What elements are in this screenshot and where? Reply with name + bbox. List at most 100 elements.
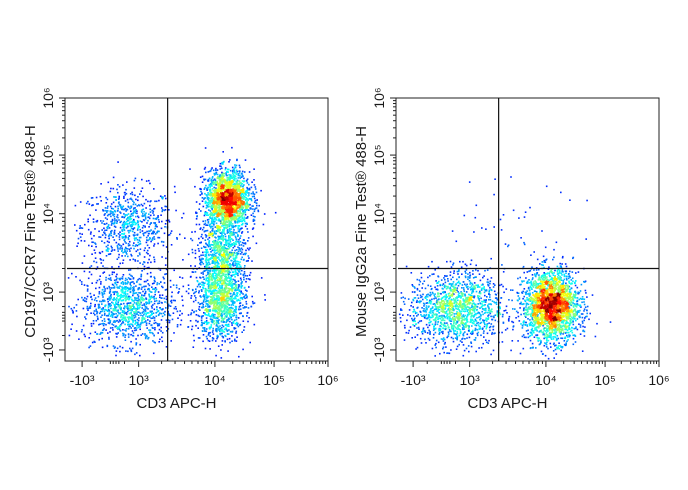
event-dot	[165, 205, 168, 208]
event-dot	[131, 286, 134, 289]
event-dot	[89, 233, 92, 235]
event-dot	[218, 196, 220, 199]
event-dot	[204, 290, 207, 292]
event-dot	[108, 304, 111, 307]
event-dot	[120, 220, 122, 223]
event-dot	[248, 183, 250, 186]
event-dot	[209, 192, 211, 195]
event-dot	[224, 257, 226, 260]
event-dot	[153, 243, 156, 245]
event-dot	[131, 220, 134, 222]
event-dot	[222, 273, 225, 275]
event-dot	[213, 172, 216, 175]
event-dot	[234, 279, 236, 282]
event-dot	[214, 195, 216, 198]
event-dot	[136, 234, 139, 236]
event-dot	[86, 290, 89, 292]
event-dot	[228, 223, 230, 225]
event-dot	[217, 219, 220, 222]
event-dot	[125, 288, 128, 290]
event-dot	[235, 193, 237, 195]
event-dot	[217, 345, 220, 347]
event-dot	[106, 225, 109, 228]
event-dot	[97, 307, 100, 309]
event-dot	[168, 234, 171, 236]
event-dot	[118, 195, 120, 198]
event-dot	[248, 188, 251, 191]
event-dot	[234, 235, 237, 238]
event-dot	[210, 183, 212, 186]
event-dot	[122, 294, 125, 297]
event-dot	[135, 303, 138, 305]
event-dot	[137, 302, 140, 304]
event-dot	[234, 184, 237, 187]
event-dot	[207, 295, 210, 298]
event-dot	[164, 195, 166, 197]
event-dot	[216, 202, 218, 205]
event-dot	[146, 267, 149, 269]
event-dot	[140, 190, 142, 193]
event-dot	[133, 218, 135, 221]
event-dot	[174, 191, 176, 194]
event-dot	[148, 216, 150, 218]
event-dot	[211, 177, 214, 179]
event-dot	[207, 312, 210, 315]
event-dot	[244, 196, 247, 198]
event-dot	[79, 201, 82, 203]
event-dot	[107, 315, 109, 317]
event-dot	[119, 350, 121, 353]
event-dot	[103, 232, 106, 235]
event-dot	[215, 237, 217, 239]
event-dot	[113, 303, 115, 306]
event-dot	[236, 200, 238, 203]
event-dot	[235, 172, 237, 174]
event-dot	[216, 281, 219, 284]
event-dot	[241, 174, 244, 177]
event-dot	[142, 297, 144, 300]
event-dot	[122, 321, 124, 323]
event-dot	[125, 223, 127, 226]
event-dot	[231, 284, 234, 287]
event-dot	[132, 294, 134, 297]
event-dot	[212, 241, 215, 243]
event-dot	[109, 287, 111, 289]
event-dot	[128, 323, 131, 326]
event-dot	[91, 245, 93, 247]
event-dot	[226, 270, 228, 273]
event-dot	[238, 172, 241, 174]
event-dot	[122, 290, 124, 292]
event-dot	[160, 312, 163, 315]
event-dot	[108, 336, 110, 339]
event-dot	[219, 210, 221, 212]
event-dot	[227, 220, 230, 222]
event-dot	[218, 237, 220, 240]
event-dot	[116, 315, 118, 317]
event-dot	[215, 246, 217, 249]
event-dot	[114, 303, 116, 306]
event-dot	[243, 184, 245, 186]
event-dot	[208, 218, 210, 221]
event-dot	[212, 179, 215, 181]
event-dot	[223, 230, 225, 232]
event-dot	[119, 345, 121, 348]
event-dot	[253, 193, 256, 195]
event-dot	[210, 178, 213, 181]
event-dot	[139, 326, 141, 328]
event-dot	[201, 261, 204, 264]
event-dot	[211, 198, 214, 201]
event-dot	[149, 329, 152, 331]
event-dot	[148, 230, 150, 232]
event-dot	[214, 207, 217, 210]
event-dot	[218, 204, 220, 206]
event-dot	[226, 211, 229, 213]
event-dot	[127, 201, 130, 204]
event-dot	[139, 228, 141, 231]
event-dot	[143, 318, 146, 321]
event-dot	[227, 255, 229, 257]
event-dot	[245, 280, 247, 283]
event-dot	[215, 195, 218, 198]
event-dot	[145, 306, 148, 308]
event-dot	[120, 277, 122, 280]
event-dot	[238, 195, 240, 197]
event-dot	[154, 233, 157, 235]
